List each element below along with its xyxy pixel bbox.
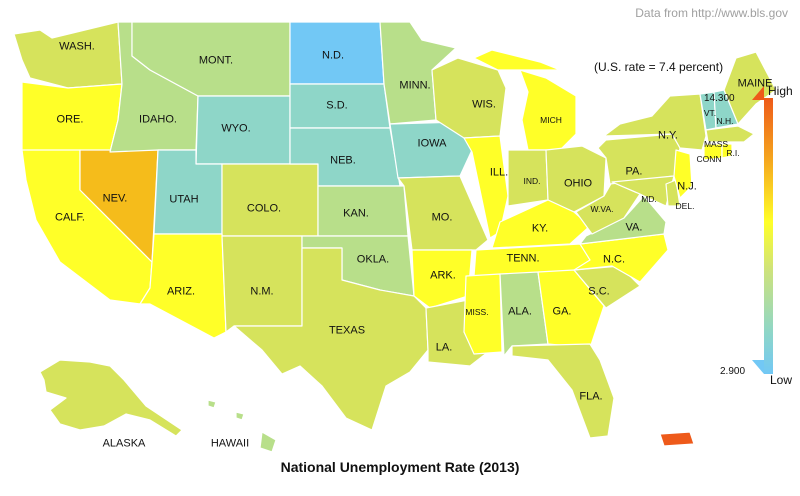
state-wisconsin[interactable] (431, 57, 507, 139)
label-colorado: COLO. (246, 202, 282, 215)
legend-low-marker (752, 360, 764, 374)
label-connecticut: CONN (696, 153, 722, 164)
label-maine: MAINE (737, 77, 773, 90)
state-maryland[interactable] (611, 175, 675, 207)
source-note: Data from http://www.bls.gov (635, 6, 788, 20)
puerto-rico[interactable] (659, 431, 695, 447)
label-oklahoma: OKLA. (356, 253, 390, 266)
label-vermont: VT. (703, 107, 717, 118)
state-washington[interactable] (13, 21, 123, 89)
state-rhode-island[interactable] (721, 143, 733, 159)
state-texas[interactable] (233, 247, 429, 431)
label-kansas: KAN. (343, 207, 369, 220)
label-wisconsin: WIS. (472, 98, 496, 111)
label-california: CALF. (55, 211, 85, 224)
label-florida: FLA. (579, 390, 603, 403)
label-new-hampshire: N.H. (716, 115, 734, 126)
legend-min-value: 2.900 (720, 366, 746, 377)
legend-color-scale (764, 98, 773, 374)
label-north-dakota: N.D. (322, 49, 344, 62)
label-missouri: MO. (431, 211, 453, 224)
label-indiana: IND. (523, 175, 541, 186)
label-south-carolina: S.C. (588, 285, 610, 298)
state-new-mexico[interactable] (221, 235, 303, 333)
label-idaho: IDAHO. (139, 113, 177, 126)
state-maine[interactable] (723, 51, 777, 125)
label-michigan: MICH (540, 114, 562, 125)
state-new-jersey[interactable] (673, 149, 693, 199)
label-ohio: OHIO (563, 177, 593, 190)
state-mississippi[interactable] (463, 273, 503, 355)
hawaii-island-2 (207, 399, 245, 421)
us-rate-note: (U.S. rate = 7.4 percent) (594, 60, 724, 74)
label-pennsylvania: PA. (625, 165, 643, 178)
label-montana: MONT. (198, 54, 234, 67)
label-mississippi: MISS. (465, 306, 489, 317)
legend-low-label: Low (770, 373, 793, 387)
state-north-carolina[interactable] (573, 233, 669, 283)
label-massachusetts: MASS (703, 138, 729, 149)
label-delaware: DEL. (675, 200, 695, 211)
label-west-virginia: W.VA. (590, 203, 614, 214)
label-nevada: NEV. (102, 192, 128, 205)
label-north-carolina: N.C. (603, 253, 625, 266)
label-alabama: ALA. (508, 305, 532, 318)
label-illinois: ILL. (489, 166, 509, 179)
map-title: National Unemployment Rate (2013) (280, 459, 520, 475)
label-wyoming: WYO. (221, 122, 251, 135)
state-michigan-upper[interactable] (473, 49, 561, 71)
label-utah: UTAH (169, 193, 199, 206)
label-rhode-island: R.I. (726, 147, 740, 158)
label-arizona: ARIZ. (166, 285, 196, 298)
label-alaska: ALASKA (102, 437, 146, 450)
state-georgia[interactable] (537, 269, 605, 349)
label-virginia: VA. (625, 221, 643, 234)
state-colorado[interactable] (221, 163, 319, 237)
label-washington: WASH. (59, 40, 95, 53)
label-iowa: IOWA (417, 137, 447, 150)
label-kentucky: KY. (531, 222, 549, 235)
label-new-mexico: N.M. (250, 285, 274, 298)
label-louisiana: LA. (435, 341, 453, 354)
label-oregon: ORE. (56, 113, 84, 126)
label-georgia: GA. (552, 305, 572, 318)
label-south-dakota: S.D. (326, 99, 348, 112)
label-new-jersey: N.J. (677, 180, 697, 193)
label-hawaii: HAWAII (210, 437, 250, 450)
label-new-york: N.Y. (658, 129, 678, 142)
state-arkansas[interactable] (411, 249, 473, 309)
state-massachusetts[interactable] (705, 125, 755, 143)
state-hawaii[interactable] (259, 431, 277, 453)
legend-max-value: 14.300 (704, 93, 735, 104)
label-maryland: MD. (641, 193, 657, 204)
legend-high-marker (752, 86, 764, 100)
label-minnesota: MINN. (399, 79, 431, 92)
label-arkansas: ARK. (430, 269, 456, 282)
label-nebraska: NEB. (330, 154, 356, 167)
legend-high-label: High (768, 84, 793, 98)
label-tennessee: TENN. (506, 252, 540, 265)
state-alaska[interactable] (39, 359, 183, 437)
state-michigan[interactable] (519, 69, 577, 151)
label-texas: TEXAS (328, 324, 366, 337)
state-florida[interactable] (511, 343, 615, 439)
